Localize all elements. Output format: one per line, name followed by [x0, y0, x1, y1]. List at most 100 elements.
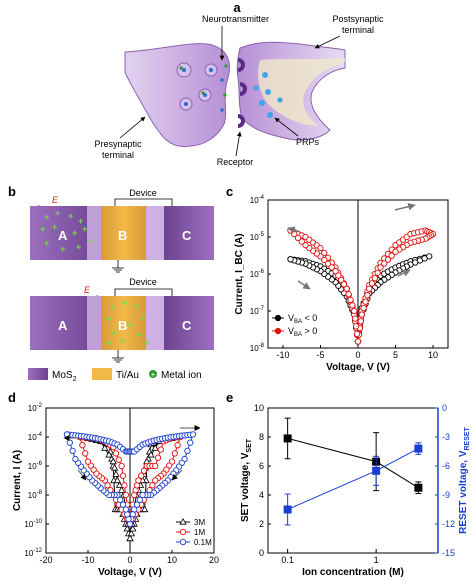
- data-point-1: [381, 260, 388, 267]
- label-prps: PRPs: [296, 137, 320, 147]
- data-point-1: [388, 252, 395, 259]
- data-point-2: [63, 431, 71, 438]
- data-point-1: [332, 267, 339, 275]
- data-point-2: [184, 447, 191, 455]
- label-presynaptic-1: Presynaptic: [94, 139, 142, 149]
- data-point-1: [352, 315, 359, 322]
- legend-entry-1: 1M: [194, 528, 205, 537]
- sweep-arrow-2: [297, 280, 311, 290]
- svg-text:+: +: [52, 222, 57, 232]
- data-point-1: [152, 462, 159, 470]
- x-tick-label: 0.1: [281, 555, 294, 565]
- svg-text:+: +: [44, 238, 49, 248]
- metal-ions-1: + + + + + + ++ + +++: [40, 208, 93, 254]
- svg-text:+: +: [106, 314, 111, 324]
- data-point-1: [119, 472, 127, 479]
- sweep-arrow-3: [171, 469, 183, 481]
- svg-text:+: +: [40, 224, 45, 234]
- y-tick-label: 10-10: [24, 519, 42, 529]
- panel-letter-d: d: [8, 390, 16, 405]
- presynaptic-terminal: [124, 43, 230, 148]
- interface-2a: [87, 296, 101, 350]
- device-diagram-2: Device E A B C + + ++ +++ + ++ +: [30, 277, 214, 363]
- data-point-1: [343, 285, 350, 292]
- region-b-2: [101, 296, 146, 350]
- data-point-1: [371, 274, 379, 282]
- data-point-1: [337, 276, 345, 284]
- y-tick-label-right: 0: [442, 403, 447, 413]
- data-point-0: [109, 457, 117, 465]
- data-point-1: [122, 491, 129, 499]
- data-point-1: [384, 256, 392, 263]
- svg-text:+: +: [144, 338, 149, 348]
- device-label-2: Device: [129, 277, 157, 287]
- y-tick-label-right: -9: [442, 490, 450, 500]
- region-label-a-1: A: [58, 228, 68, 243]
- data-point-2: [189, 431, 197, 438]
- device-bracket-1: [114, 198, 173, 206]
- legend-swatch-tiau: [92, 368, 112, 380]
- data-point-0: [127, 529, 136, 537]
- svg-text:+: +: [78, 216, 83, 226]
- data-point-1: [79, 442, 86, 449]
- data-point-1: [84, 458, 92, 465]
- data-point-1: [154, 454, 162, 461]
- legend-entry-0: VBA < 0: [288, 313, 317, 325]
- legend-swatch-ion: [149, 370, 157, 378]
- x-tick-label: 10: [428, 350, 438, 360]
- data-point-0: [147, 450, 155, 458]
- data-point-1: [362, 298, 369, 305]
- x-axis-label: Ion concentration (M): [302, 567, 404, 578]
- data-point-1: [353, 330, 361, 338]
- x-tick-label: -5: [316, 350, 324, 360]
- data-point-1: [354, 338, 362, 345]
- svg-text:+: +: [44, 212, 49, 222]
- legend-entry-2: 0.1M: [194, 538, 212, 547]
- label-postsynaptic-2: terminal: [342, 25, 374, 35]
- data-point-1: [317, 244, 324, 252]
- data-point-1: [118, 462, 125, 470]
- region-label-b-1: B: [118, 228, 127, 243]
- data-point-2: [139, 491, 146, 499]
- svg-text:+: +: [68, 211, 73, 221]
- y-tick-label: 10-4: [28, 432, 43, 442]
- y-tick-label: 10-2: [28, 403, 43, 413]
- arrow-prps: [274, 117, 299, 137]
- data-point-0: [101, 444, 109, 451]
- y-axis-label-left: SET voltage, VSET: [240, 438, 253, 522]
- y-tick-label-left: 0: [259, 548, 264, 558]
- label-receptor: Receptor: [217, 157, 254, 167]
- postsynaptic-cytoplasm: [258, 58, 345, 126]
- x-tick-label: -20: [39, 555, 52, 565]
- data-point-2: [187, 439, 194, 446]
- data-point-1: [324, 260, 332, 267]
- data-point-1: [121, 482, 128, 489]
- data-point-0: [117, 486, 126, 493]
- metal-ions-2: + + ++ +++ + ++ +: [106, 298, 149, 348]
- sweep-arrow-1: [394, 202, 416, 211]
- chart-c: -10 -5 0 5 10 10-8 10-7 10-6 10-5 10-4 Voltage, V …: [234, 195, 449, 373]
- legend-entry-1: VBA > 0: [288, 326, 317, 338]
- svg-text:+: +: [112, 328, 117, 338]
- data-point-1: [392, 248, 399, 255]
- svg-text:+: +: [88, 236, 93, 246]
- panel-letter-a: a: [233, 0, 241, 15]
- data-point-0: [112, 470, 120, 477]
- x-tick-label: 1: [374, 555, 379, 565]
- data-point-1: [157, 446, 164, 453]
- panel-b-legend: MoS2 Ti/Au + Metal ion: [28, 368, 202, 383]
- svg-text:+: +: [60, 244, 65, 254]
- x-tick-label: 0: [127, 555, 132, 565]
- legend-tiau: Ti/Au: [116, 370, 139, 381]
- region-b-1: [101, 206, 146, 260]
- y-tick-label: 10-5: [250, 232, 265, 242]
- interface-2b: [146, 296, 164, 350]
- legend-mos2: MoS2: [52, 370, 77, 383]
- panel-letter-c: c: [226, 184, 233, 199]
- data-point-1: [171, 450, 178, 457]
- x-tick-label: -10: [276, 350, 289, 360]
- y-tick-label-right: -12: [442, 519, 455, 529]
- y-axis-label: Current, I_BC (A): [234, 233, 245, 314]
- legend-ion: Metal ion: [161, 370, 202, 381]
